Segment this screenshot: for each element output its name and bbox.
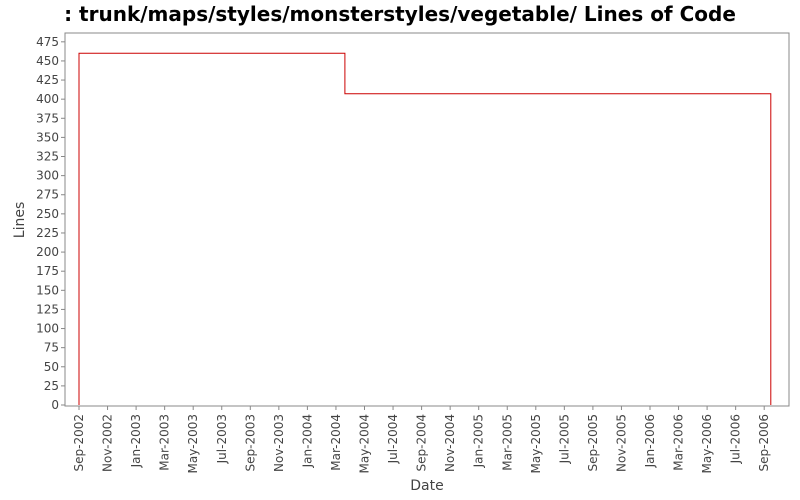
y-tick-label: 275 xyxy=(36,188,59,202)
x-tick-label: Mar-2003 xyxy=(158,414,172,471)
x-tick-label: Nov-2004 xyxy=(443,414,457,472)
x-tick-label: Sep-2004 xyxy=(415,414,429,472)
x-axis-title: Date xyxy=(410,478,443,494)
y-tick-label: 450 xyxy=(36,54,59,68)
y-tick-label: 200 xyxy=(36,245,59,259)
x-tick-label: Jan-2004 xyxy=(300,414,314,468)
x-tick-label: Jul-2004 xyxy=(386,414,400,464)
x-tick-label: May-2005 xyxy=(529,414,543,473)
x-tick-label: Jul-2006 xyxy=(729,414,743,464)
x-tick-label: Jul-2005 xyxy=(557,414,571,464)
x-tick-label: Nov-2002 xyxy=(101,414,115,472)
x-tick-label: Mar-2004 xyxy=(329,414,343,471)
y-tick-label: 300 xyxy=(36,169,59,183)
y-tick-label: 475 xyxy=(36,35,59,49)
y-tick-label: 100 xyxy=(36,322,59,336)
y-tick-label: 25 xyxy=(44,379,59,393)
x-tick-label: Sep-2006 xyxy=(757,414,771,472)
y-tick-label: 425 xyxy=(36,73,59,87)
y-tick-label: 50 xyxy=(44,360,59,374)
y-tick-label: 0 xyxy=(51,398,59,412)
x-tick-label: Nov-2005 xyxy=(614,414,628,472)
y-tick-label: 75 xyxy=(44,341,59,355)
y-tick-label: 125 xyxy=(36,302,59,316)
x-tick-label: Mar-2006 xyxy=(672,414,686,471)
y-tick-label: 250 xyxy=(36,207,59,221)
y-axis: 0 25 50 75 100 125 150 175 200 225 250 275 300 325 350… xyxy=(36,35,65,412)
series-line xyxy=(78,52,772,405)
x-tick-label: Nov-2003 xyxy=(272,414,286,472)
x-axis: Sep-2002 Nov-2002 Jan-2003 Mar-2003 May-2003… xyxy=(72,406,771,473)
y-tick-label: 150 xyxy=(36,283,59,297)
chart-title: : trunk/maps/styles/monsterstyles/vegeta… xyxy=(64,2,736,26)
y-tick-label: 175 xyxy=(36,264,59,278)
x-tick-label: Sep-2005 xyxy=(586,414,600,472)
x-tick-label: Jan-2005 xyxy=(472,414,486,468)
x-tick-label: May-2004 xyxy=(358,414,372,473)
y-axis-title: Lines xyxy=(12,202,28,238)
x-tick-label: Mar-2005 xyxy=(500,414,514,471)
y-tick-label: 375 xyxy=(36,111,59,125)
x-tick-label: Jan-2006 xyxy=(643,414,657,468)
x-tick-label: Sep-2002 xyxy=(72,414,86,472)
y-tick-label: 350 xyxy=(36,130,59,144)
x-tick-label: May-2006 xyxy=(700,414,714,473)
x-tick-label: Jan-2003 xyxy=(129,414,143,468)
x-tick-label: Jul-2003 xyxy=(215,414,229,464)
y-tick-label: 225 xyxy=(36,226,59,240)
x-tick-label: May-2003 xyxy=(186,414,200,473)
y-tick-label: 400 xyxy=(36,92,59,106)
plot-area xyxy=(64,32,790,407)
x-tick-label: Sep-2003 xyxy=(243,414,257,472)
y-tick-label: 325 xyxy=(36,150,59,164)
